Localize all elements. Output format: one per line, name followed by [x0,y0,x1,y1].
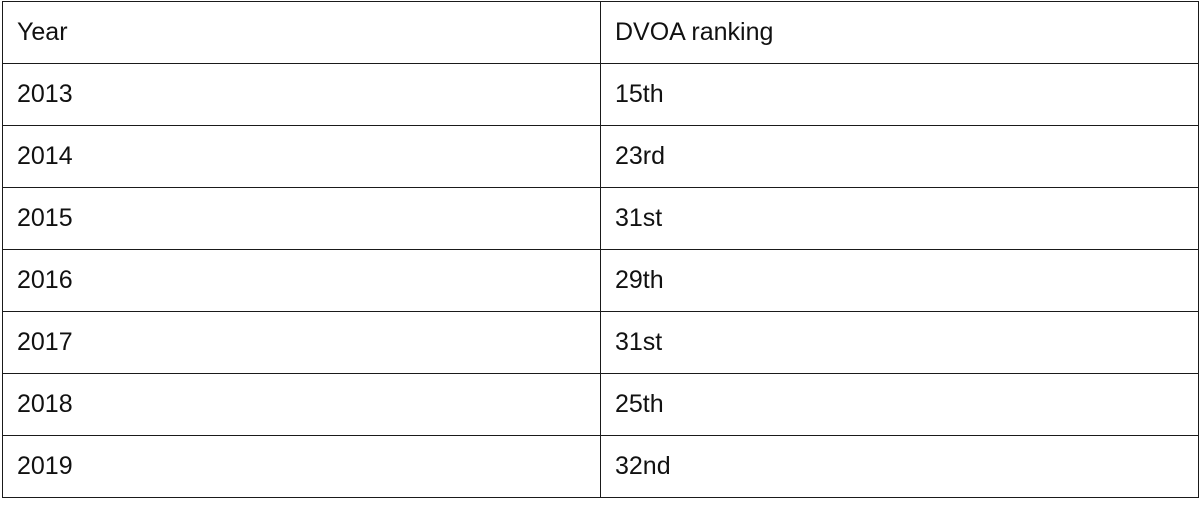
table-row: 2016 29th [2,249,1199,312]
year-cell: 2016 [2,249,601,312]
year-cell: 2015 [2,187,601,250]
table-header-row: Year DVOA ranking [2,1,1199,64]
table-row: 2017 31st [2,311,1199,374]
year-cell: 2017 [2,311,601,374]
ranking-cell: 32nd [600,435,1199,498]
table-row: 2015 31st [2,187,1199,250]
table-row: 2018 25th [2,373,1199,436]
year-cell: 2018 [2,373,601,436]
year-cell: 2019 [2,435,601,498]
header-dvoa-ranking: DVOA ranking [600,1,1199,64]
year-cell: 2014 [2,125,601,188]
ranking-cell: 23rd [600,125,1199,188]
ranking-cell: 31st [600,311,1199,374]
ranking-cell: 31st [600,187,1199,250]
ranking-cell: 15th [600,63,1199,126]
table-row: 2014 23rd [2,125,1199,188]
header-year: Year [2,1,601,64]
ranking-cell: 29th [600,249,1199,312]
table-row: 2013 15th [2,63,1199,126]
table-row: 2019 32nd [2,435,1199,498]
dvoa-ranking-table: Year DVOA ranking 2013 15th 2014 23rd 20… [2,1,1199,498]
year-cell: 2013 [2,63,601,126]
ranking-cell: 25th [600,373,1199,436]
